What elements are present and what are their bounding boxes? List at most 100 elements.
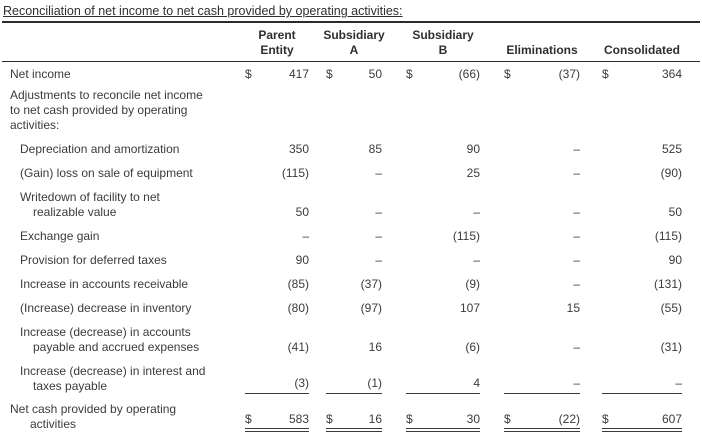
amount-value: (115): [281, 166, 309, 180]
row-depreciation: Depreciation and amortization 350 85 90 …: [2, 133, 700, 157]
amount-value: 90: [466, 142, 480, 156]
table-title: Reconciliation of net income to net cash…: [3, 4, 403, 18]
amount-value: 350: [288, 142, 309, 156]
row-deferred-taxes: Provision for deferred taxes 90 – – – 90: [2, 244, 700, 268]
amount-value: (131): [653, 277, 682, 291]
amount-cell: –: [326, 166, 382, 181]
amount-cell: 525: [602, 142, 682, 157]
amount-value: (1): [367, 376, 382, 390]
amount-value: –: [473, 253, 480, 267]
amount-value: –: [375, 205, 382, 219]
dollar-sign: $: [602, 67, 609, 81]
amount-value: –: [573, 340, 580, 354]
amount-cell: –: [504, 142, 580, 157]
amount-value: (85): [287, 277, 309, 291]
amount-value: 607: [661, 412, 682, 426]
amount-cell: –: [326, 205, 382, 220]
amount-cell: –: [406, 253, 480, 268]
amount-cell: 90: [245, 253, 309, 268]
amount-value: (66): [458, 67, 480, 81]
amount-value: –: [573, 166, 580, 180]
amount-value: (97): [360, 301, 382, 315]
amount-cell: (115): [245, 166, 309, 181]
amount-value: (6): [465, 340, 480, 354]
amount-cell: (6): [406, 340, 480, 355]
amount-cell: (115): [406, 229, 480, 244]
amount-cell: (115): [602, 229, 682, 244]
row-gain-loss-equipment: (Gain) loss on sale of equipment (115) –…: [2, 157, 700, 181]
row-label: Depreciation and amortization: [20, 142, 180, 156]
amount-cell: $ (37): [504, 67, 580, 82]
amount-cell: (90): [602, 166, 682, 181]
column-header-eliminations: Eliminations: [506, 43, 578, 57]
dollar-sign: $: [504, 67, 511, 81]
amount-value: (3): [294, 376, 309, 390]
amount-value: 4: [473, 376, 480, 390]
amount-cell: (55): [602, 301, 682, 316]
row-interest-taxes-payable: Increase (decrease) in interest and taxe…: [2, 355, 700, 394]
amount-cell: 90: [406, 142, 480, 157]
amount-cell: (37): [326, 277, 382, 292]
row-net-income: Net income $417 $50 $ (66) $ (37) $364: [2, 62, 700, 82]
amount-cell: (31): [602, 340, 682, 355]
amount-value: (9): [465, 277, 480, 291]
amount-value: 364: [661, 67, 682, 81]
row-label: Increase (decrease) in interest and taxe…: [20, 364, 206, 393]
row-exchange-gain: Exchange gain – – (115) – (115): [2, 220, 700, 244]
amount-cell: $ (22): [504, 412, 580, 432]
reconciliation-table: Parent Entity Subsidiary A Subsidiary B …: [2, 21, 700, 432]
amount-value: (37): [558, 67, 580, 81]
row-label: Net cash provided by operating activitie…: [10, 402, 177, 431]
amount-cell: $ (66): [406, 67, 480, 82]
amount-cell: $417: [245, 67, 309, 82]
amount-value: 50: [368, 67, 382, 81]
amount-cell: –: [326, 229, 382, 244]
row-net-cash-total: Net cash provided by operating activitie…: [2, 394, 700, 432]
amount-value: 583: [288, 412, 309, 426]
amount-value: 525: [661, 142, 682, 156]
amount-value: (41): [287, 340, 309, 354]
amount-cell: 90: [602, 253, 682, 268]
amount-cell: (9): [406, 277, 480, 292]
amount-cell: $364: [602, 67, 682, 82]
row-label: Net income: [10, 67, 71, 81]
amount-value: –: [573, 142, 580, 156]
amount-value: 16: [368, 412, 382, 426]
amount-cell: (97): [326, 301, 382, 316]
section-label: Adjustments to reconcile net income to n…: [10, 88, 203, 132]
amount-value: 85: [368, 142, 382, 156]
amount-cell: 25: [406, 166, 480, 181]
column-header-subsidiary-a: Subsidiary A: [323, 28, 385, 57]
row-inventory: (Increase) decrease in inventory (80) (9…: [2, 292, 700, 316]
row-label: Provision for deferred taxes: [20, 253, 167, 267]
amount-cell: 16: [326, 340, 382, 355]
amount-cell: $30: [406, 412, 480, 432]
column-header-consolidated: Consolidated: [603, 43, 680, 57]
amount-value: 16: [368, 340, 382, 354]
amount-value: 15: [566, 301, 580, 315]
amount-cell: $607: [602, 412, 682, 432]
amount-value: (55): [660, 301, 682, 315]
header-row: Parent Entity Subsidiary A Subsidiary B …: [2, 23, 700, 62]
row-label: (Gain) loss on sale of equipment: [20, 166, 193, 180]
amount-cell: (41): [245, 340, 309, 355]
dollar-sign: $: [602, 412, 609, 426]
amount-value: (115): [452, 229, 480, 243]
amount-cell: (80): [245, 301, 309, 316]
amount-cell: 85: [326, 142, 382, 157]
amount-value: –: [573, 253, 580, 267]
amount-value: 30: [466, 412, 480, 426]
amount-cell: –: [504, 205, 580, 220]
amount-cell: –: [326, 253, 382, 268]
amount-cell: (85): [245, 277, 309, 292]
amount-value: (115): [654, 229, 682, 243]
amount-value: –: [573, 229, 580, 243]
amount-value: (22): [558, 412, 580, 426]
amount-cell: 50: [602, 205, 682, 220]
row-label: Increase in accounts receivable: [20, 277, 189, 291]
amount-value: –: [375, 229, 382, 243]
amount-value: 90: [668, 253, 682, 267]
worksheet: Reconciliation of net income to net cash…: [2, 4, 700, 432]
amount-value: (37): [360, 277, 382, 291]
amount-cell: –: [406, 205, 480, 220]
